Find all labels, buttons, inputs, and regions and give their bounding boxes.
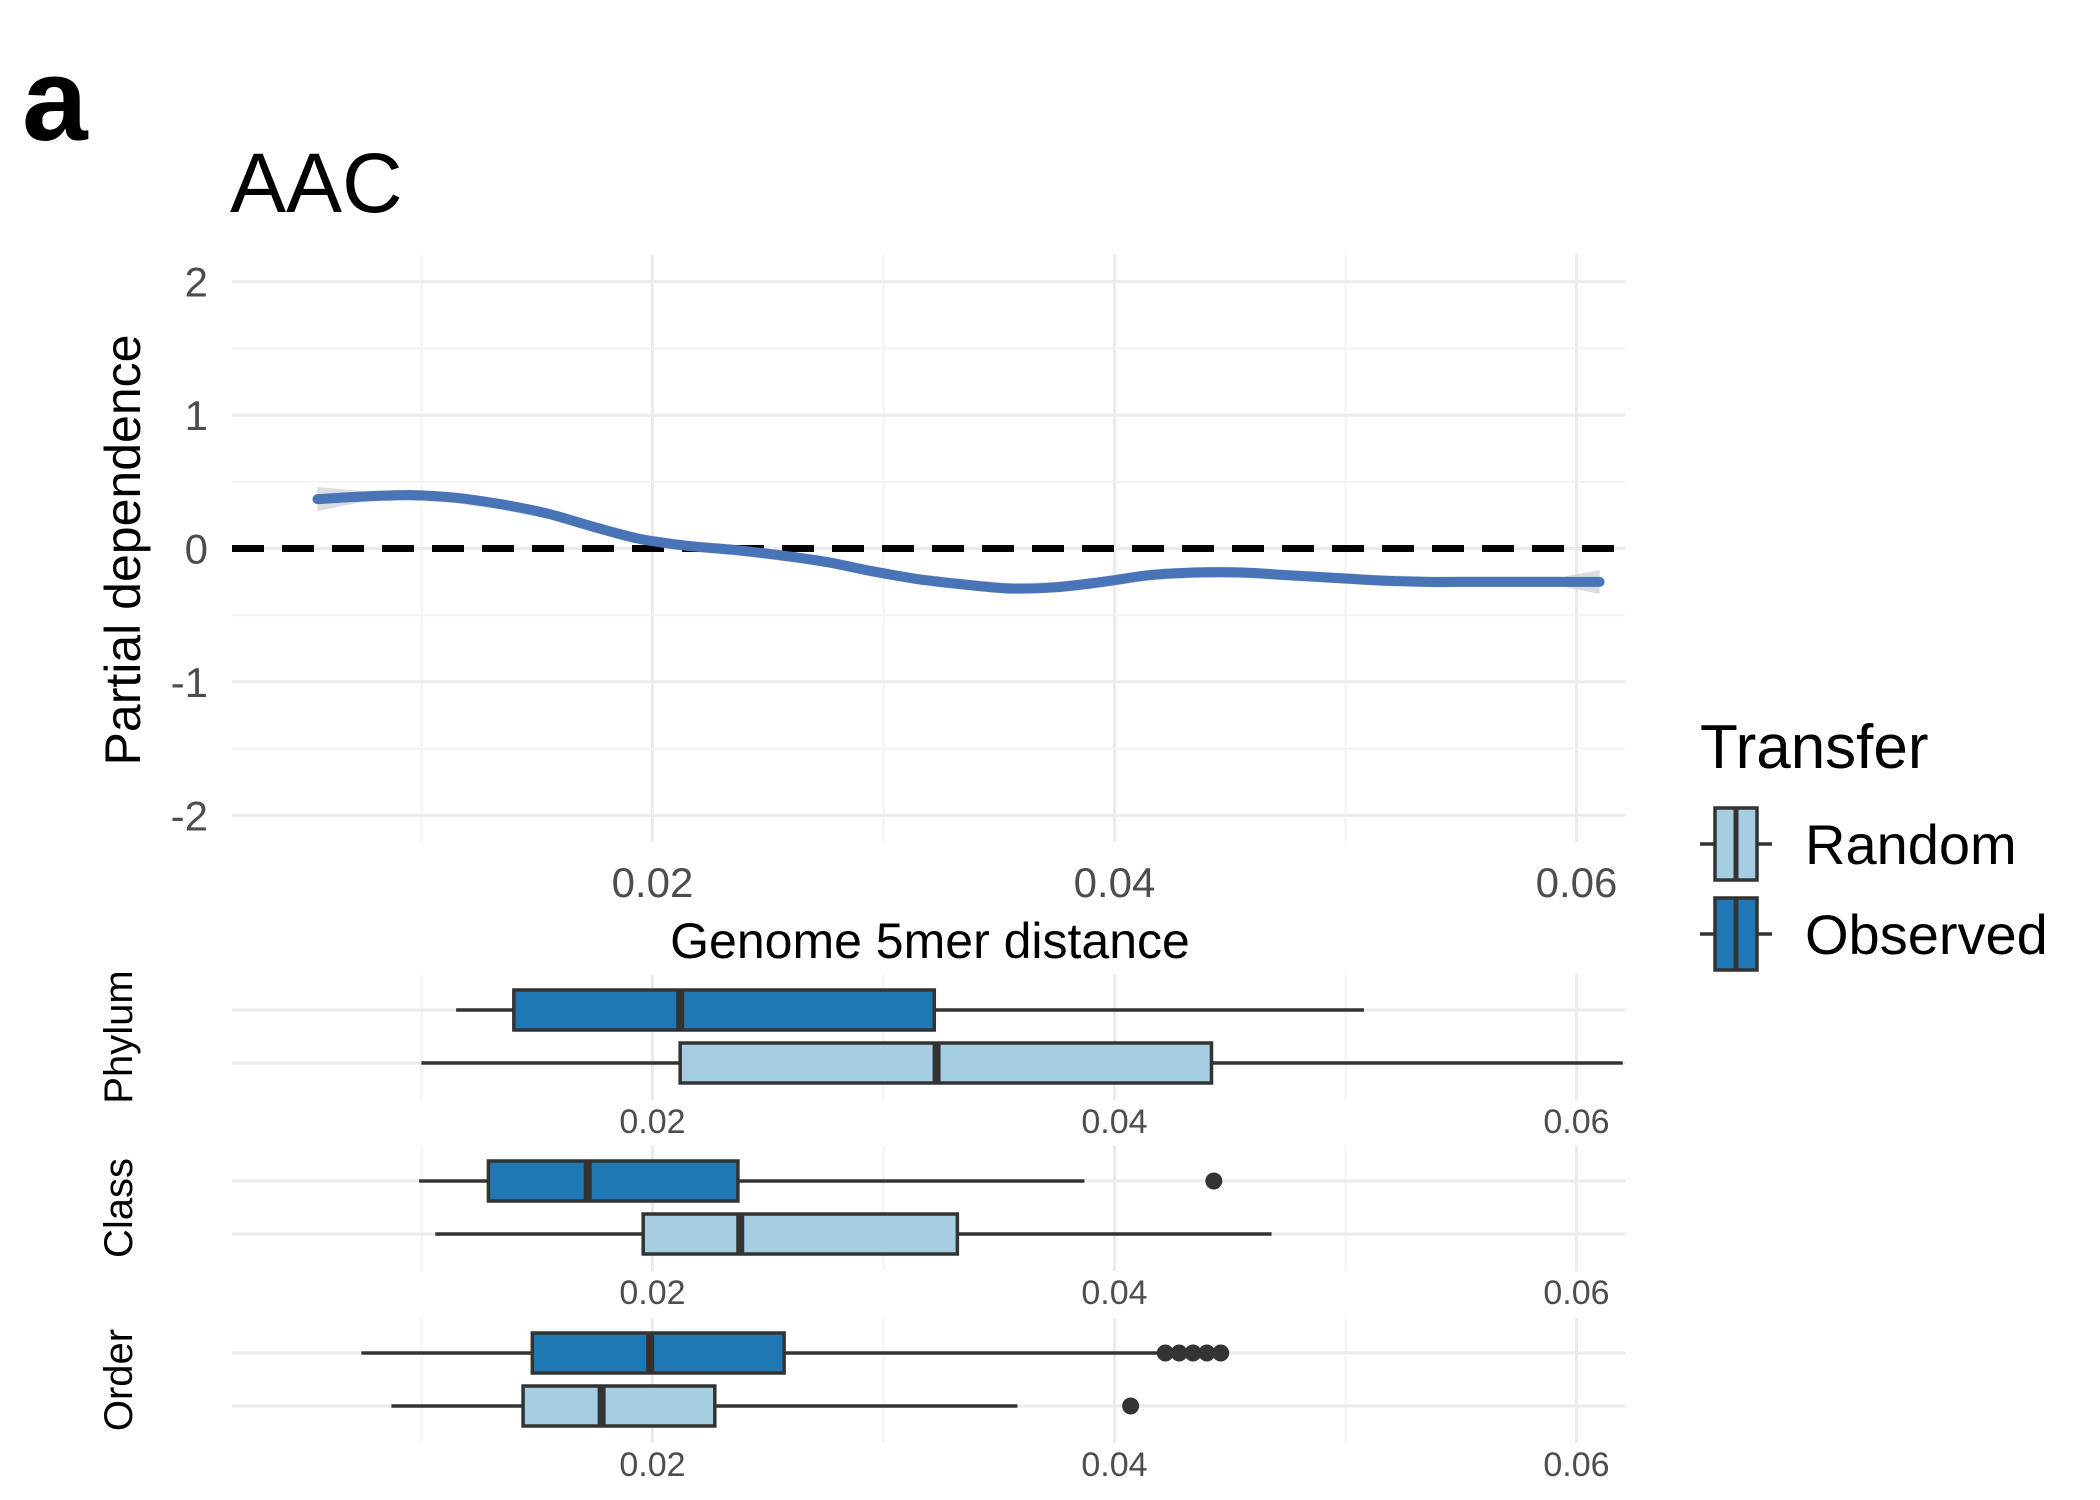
box-iqr [512,988,937,1032]
box-x-tick-label: 0.06 [1543,1274,1609,1312]
legend-key-random: Random [1700,806,2017,882]
panel-strip-label: Order [97,1329,141,1431]
box-iqr [530,1331,786,1375]
y-tick-label: 0 [185,526,208,573]
legend-key-observed: Observed [1700,896,2048,972]
box-random [435,1212,1272,1256]
box-random [421,1041,1623,1085]
box-x-tick-label: 0.06 [1543,1103,1609,1141]
partial-dependence-line [312,490,1605,594]
y-tick-label: -1 [171,659,208,706]
box-x-tick-label: 0.04 [1081,1103,1147,1141]
outlier-point [1184,1344,1202,1362]
box-x-tick-label: 0.02 [619,1274,685,1312]
box-observed [456,988,1364,1032]
box-iqr [678,1041,1214,1085]
box-x-tick-label: 0.04 [1081,1274,1147,1312]
box-x-tick-label: 0.04 [1081,1446,1147,1484]
x-tick-label: 0.02 [612,859,694,906]
y-tick-label: 1 [185,392,208,439]
x-tick-label: 0.04 [1074,859,1156,906]
box-x-tick-label: 0.06 [1543,1446,1609,1484]
partial-dependence-plot [232,487,1625,594]
box-observed [361,1331,1230,1375]
box-x-tick-label: 0.02 [619,1103,685,1141]
y-tick-label: 2 [185,259,208,306]
box-panel-phylum: 0.02 0.04 0.06 Phylum [97,970,1625,1141]
outlier-point [1198,1344,1216,1362]
legend-title: Transfer [1700,713,1929,782]
chart-title: AAC [230,136,403,230]
box-iqr [641,1212,960,1256]
box-random [391,1384,1140,1428]
box-iqr [521,1384,717,1428]
top-tick-labels: 0.02 0.04 0.06 2 1 0 -1 -2 [171,259,1618,906]
y-axis-title: Partial dependence [95,335,151,766]
panel-label: a [22,34,89,166]
outlier-point [1156,1344,1174,1362]
x-axis-title: Genome 5mer distance [670,913,1190,969]
outlier-point [1212,1344,1230,1362]
outlier-point [1170,1344,1188,1362]
legend-label: Random [1805,813,2017,876]
box-x-tick-label: 0.02 [619,1446,685,1484]
box-iqr [486,1159,740,1203]
legend: Transfer Random Observed [1700,713,2048,972]
box-observed [419,1159,1223,1203]
panel-strip-label: Class [97,1158,141,1258]
panel-strip-label: Phylum [97,970,141,1103]
legend-label: Observed [1805,903,2048,966]
outlier-point [1205,1172,1223,1190]
x-tick-label: 0.06 [1536,859,1618,906]
outlier-point [1122,1397,1140,1415]
box-panel-class: 0.02 0.04 0.06 Class [97,1146,1625,1312]
y-tick-label: -2 [171,792,208,839]
box-panel-order: 0.02 0.04 0.06 Order [97,1318,1625,1484]
